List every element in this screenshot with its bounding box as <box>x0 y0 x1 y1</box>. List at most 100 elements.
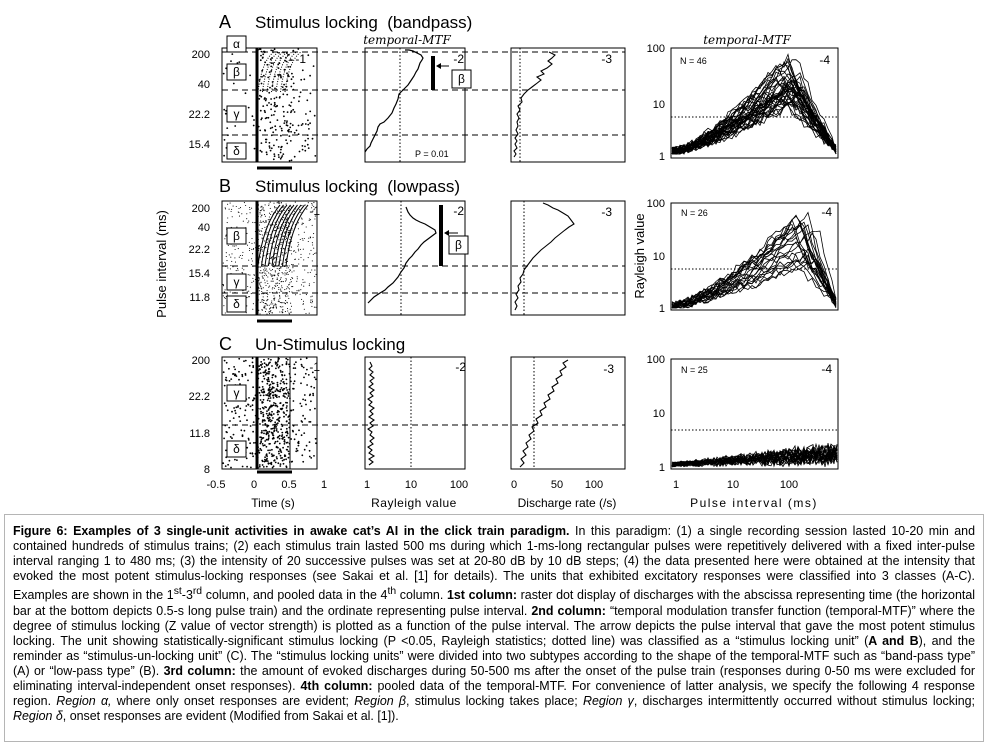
svg-text:15.4: 15.4 <box>189 139 210 151</box>
svg-text:40: 40 <box>198 222 210 234</box>
rayleigh-axis-label: Rayleigh value <box>632 213 647 298</box>
svg-text:N = 26: N = 26 <box>681 208 708 218</box>
svg-text:-3: -3 <box>601 205 612 219</box>
svg-text:-4: -4 <box>819 53 830 67</box>
svg-text:N = 25: N = 25 <box>681 365 708 375</box>
svg-text:11.8: 11.8 <box>189 292 210 304</box>
raster-c-frame <box>221 356 318 470</box>
svg-text:α: α <box>233 37 240 51</box>
svg-text:-3: -3 <box>601 52 612 66</box>
svg-text:0.5: 0.5 <box>281 479 296 491</box>
svg-text:1: 1 <box>659 462 665 474</box>
svg-text:γ: γ <box>234 275 240 289</box>
mtf-a-curve <box>364 49 424 153</box>
svg-text:1: 1 <box>673 479 679 491</box>
svg-text:-0.5: -0.5 <box>207 479 226 491</box>
svg-text:200: 200 <box>192 355 210 367</box>
raster-a-frame <box>221 47 318 163</box>
svg-text:10: 10 <box>653 251 665 263</box>
svg-text:1: 1 <box>659 151 665 163</box>
svg-text:100: 100 <box>647 354 665 366</box>
raster-b-frame <box>221 200 318 316</box>
rate-b-frame <box>510 200 626 316</box>
pooled-a-curves <box>671 53 837 155</box>
row-c-title: Un-Stimulus locking <box>255 335 405 354</box>
svg-text:-2: -2 <box>453 204 464 218</box>
svg-text:1: 1 <box>659 303 665 315</box>
svg-text:-1: -1 <box>309 360 320 374</box>
pooled-b-curves <box>671 211 837 309</box>
figure-caption: Figure 6: Examples of 3 single-unit acti… <box>4 514 984 742</box>
svg-text:100: 100 <box>647 198 665 210</box>
svg-text:Rayleigh value: Rayleigh value <box>371 496 457 510</box>
svg-text:10: 10 <box>727 479 739 491</box>
row-a: A Stimulus locking (bandpass) temporal-M… <box>189 12 839 170</box>
svg-text:-3: -3 <box>603 362 614 376</box>
svg-text:22.2: 22.2 <box>189 244 210 256</box>
svg-text:22.2: 22.2 <box>189 109 210 121</box>
region-labels-c: γ δ <box>226 384 247 458</box>
region-labels-a: α β γ δ <box>226 35 247 160</box>
pooled-c-curves <box>671 442 838 468</box>
svg-text:-1: -1 <box>309 204 320 218</box>
svg-text:40: 40 <box>198 79 210 91</box>
svg-text:Pulse interval (ms): Pulse interval (ms) <box>690 496 818 510</box>
rate-b-curve <box>514 202 575 311</box>
svg-text:β: β <box>233 65 240 79</box>
svg-text:8: 8 <box>204 464 210 476</box>
caption-heading: Figure 6: Examples of 3 single-unit acti… <box>13 524 570 538</box>
svg-text:50: 50 <box>551 479 563 491</box>
svg-text:100: 100 <box>780 479 798 491</box>
rate-a-frame <box>510 47 626 163</box>
svg-text:Discharge rate (/s): Discharge rate (/s) <box>518 496 617 510</box>
mtf-b-curve <box>367 206 437 304</box>
svg-text:1: 1 <box>321 479 327 491</box>
svg-text:100: 100 <box>450 479 468 491</box>
raster-c-dots <box>222 357 317 469</box>
svg-text:β: β <box>233 229 240 243</box>
mtf-c-frame <box>364 356 466 470</box>
svg-text:-2: -2 <box>453 52 464 66</box>
svg-text:1: 1 <box>364 479 370 491</box>
svg-text:δ: δ <box>233 442 240 456</box>
row-c-letter: C <box>219 334 232 354</box>
svg-text:γ: γ <box>234 107 240 121</box>
svg-text:δ: δ <box>233 297 240 311</box>
row-b-title: Stimulus locking (lowpass) <box>255 177 460 196</box>
svg-text:22.2: 22.2 <box>189 391 210 403</box>
svg-text:10: 10 <box>653 408 665 420</box>
mtf-b-frame <box>364 200 466 316</box>
pooled-b-frame <box>670 202 839 311</box>
row-a-mtf-title: temporal-MTF <box>363 33 451 47</box>
rate-c-frame <box>510 356 626 470</box>
svg-text:Time (s): Time (s) <box>251 496 295 510</box>
y-axis-label: Pulse interval (ms) <box>154 210 169 318</box>
rate-a-curve <box>513 51 556 158</box>
svg-text:β: β <box>458 72 465 86</box>
svg-text:200: 200 <box>192 203 210 215</box>
mtf-c-curve <box>367 361 376 466</box>
svg-text:11.8: 11.8 <box>189 428 210 440</box>
svg-text:0: 0 <box>251 479 257 491</box>
pooled-c-frame <box>670 358 839 470</box>
svg-text:N = 46: N = 46 <box>680 56 707 66</box>
row-a-letter: A <box>219 12 231 32</box>
svg-text:-1: -1 <box>295 52 306 66</box>
raster-b-dots <box>222 201 317 315</box>
row-c: C Un-Stimulus locking 200 22.2 11.8 8 γ … <box>189 334 839 510</box>
figure-6: A Stimulus locking (bandpass) temporal-M… <box>154 12 839 510</box>
svg-text:δ: δ <box>233 144 240 158</box>
rate-c-curve <box>519 359 569 468</box>
row-b-letter: B <box>219 176 231 196</box>
pooled-a-frame <box>670 47 839 159</box>
svg-text:10: 10 <box>405 479 417 491</box>
svg-text:100: 100 <box>647 43 665 55</box>
row-a-title: Stimulus locking (bandpass) <box>255 13 472 32</box>
svg-text:-4: -4 <box>821 362 832 376</box>
svg-text:15.4: 15.4 <box>189 268 210 280</box>
svg-text:P = 0.01: P = 0.01 <box>415 149 449 159</box>
row-a-col4-title: temporal-MTF <box>703 33 791 47</box>
svg-text:β: β <box>455 238 462 252</box>
svg-text:-2: -2 <box>455 360 466 374</box>
svg-text:200: 200 <box>192 49 210 61</box>
